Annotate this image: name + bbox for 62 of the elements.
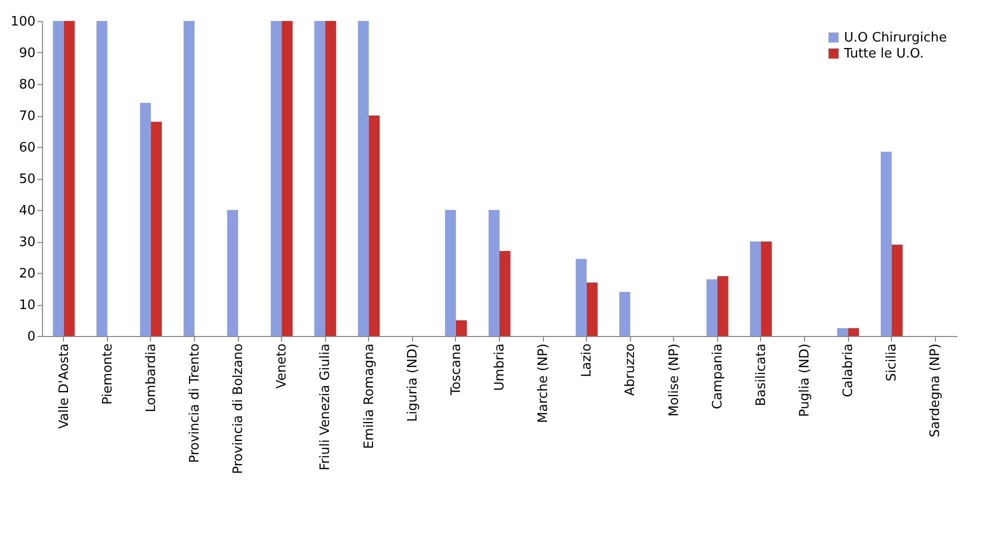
bar [880, 152, 892, 336]
bar [64, 21, 75, 336]
x-tick-label: Sardegna (NP) [928, 344, 944, 438]
x-tick-label: Umbria [492, 344, 508, 391]
bar [314, 21, 326, 336]
x-tick-label: Campania [710, 344, 726, 410]
bar [150, 122, 162, 336]
x-tick-label: Calabria [841, 344, 856, 398]
x-tick-label: Piemonte [100, 344, 116, 405]
x-tick-label: Provincia di Trento [188, 343, 202, 463]
y-tick-label: 70 [18, 109, 36, 124]
bar [52, 21, 64, 336]
x-tick-label: Provincia di Bolzano [231, 343, 246, 474]
y-tick-label: 60 [18, 140, 36, 156]
y-tick-label: 0 [27, 330, 36, 344]
bar [270, 21, 282, 336]
bar [368, 116, 380, 336]
x-tick-label: Emilia Romagna [362, 344, 377, 449]
bar [140, 102, 151, 336]
y-tick-label: 30 [18, 235, 36, 250]
x-tick-label: Molise (NP) [666, 344, 682, 417]
x-tick-label: Abruzzo [623, 343, 638, 396]
y-tick-label: 40 [18, 204, 36, 218]
x-tick-label: Veneto [274, 343, 290, 389]
x-tick-label: Liguria (ND) [405, 344, 420, 422]
bar [282, 21, 293, 336]
y-tick-label: 100 [10, 14, 36, 30]
bar [848, 328, 859, 336]
x-tick-label: Basilicata [754, 344, 769, 406]
bar [837, 328, 848, 336]
bar [892, 244, 903, 336]
legend-label: Tutte le U.O. [843, 46, 924, 62]
bar [706, 279, 718, 336]
x-tick-label: Sicilia [884, 344, 900, 382]
y-tick-label: 20 [18, 266, 36, 282]
x-tick-label: Lazio [580, 343, 595, 378]
bar [445, 210, 456, 336]
x-tick-label: Valle D'Aosta [56, 344, 72, 429]
bar [488, 210, 500, 336]
bar [760, 242, 772, 336]
x-tick-label: Lombardia [144, 344, 159, 412]
bar [586, 282, 598, 336]
bar [96, 21, 108, 336]
bar [227, 210, 238, 336]
legend-label: U.O Chirurgiche [844, 30, 947, 46]
bar [717, 276, 728, 336]
x-tick-label: Toscana [448, 344, 464, 396]
y-tick-label: 80 [18, 78, 36, 92]
bar [619, 292, 630, 336]
bar [750, 242, 761, 336]
y-tick-label: 90 [18, 46, 36, 61]
bar [500, 250, 510, 336]
x-tick-label: Puglia (ND) [798, 344, 812, 417]
y-tick-label: 10 [18, 298, 36, 313]
y-tick-label: 50 [18, 172, 36, 187]
x-tick-label: Friuli Venezia Giulia [318, 344, 334, 470]
bar [184, 21, 194, 336]
bar [358, 21, 369, 336]
x-tick-label: Marche (NP) [536, 344, 552, 423]
bar [576, 258, 587, 336]
bar [325, 21, 336, 336]
bar [456, 320, 467, 336]
